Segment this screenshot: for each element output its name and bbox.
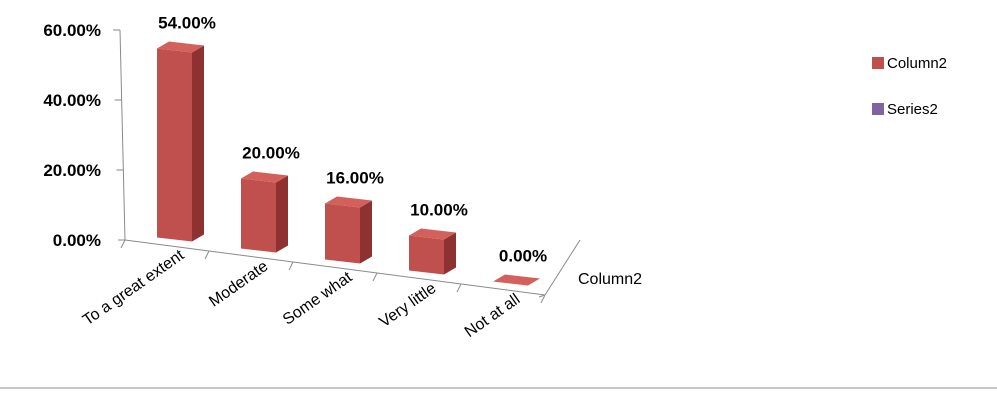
- x-tick-mark: [540, 294, 546, 304]
- x-tick-mark: [288, 261, 294, 271]
- bar-top-face: [157, 41, 204, 53]
- chart-axes: 0.00% 20.00% 40.00% 60.00%: [43, 21, 581, 304]
- x-tick-label: Some what: [280, 269, 356, 329]
- y-tick-label: 40.00%: [43, 91, 101, 110]
- bar-top-face: [493, 274, 540, 286]
- x-tick-mark: [120, 239, 126, 249]
- x-tick-mark: [456, 283, 462, 293]
- bar-0: [157, 41, 204, 242]
- legend-label: Column2: [887, 55, 947, 72]
- chart-bars: [157, 41, 540, 286]
- y-tick-label: 20.00%: [43, 161, 101, 180]
- bar-side-face: [192, 45, 204, 242]
- data-label: 20.00%: [242, 144, 300, 163]
- legend-swatch-series2: [872, 103, 884, 115]
- x-axis-line: [124, 239, 546, 296]
- x-tick-label: Moderate: [206, 258, 271, 311]
- bar-top-face: [409, 228, 456, 240]
- x-tick-label: To a great extent: [80, 247, 188, 330]
- x-tick-mark: [372, 272, 378, 282]
- bar-side-face: [360, 200, 372, 264]
- x-tick-mark: [538, 294, 546, 298]
- chart-legend: Column2 Series2: [872, 55, 947, 118]
- bar-3: [409, 228, 456, 275]
- bar-top-face: [325, 196, 372, 208]
- x-tick-label: Not at all: [462, 291, 523, 341]
- bar-front-face: [409, 235, 444, 275]
- bar-4: [493, 274, 540, 286]
- bar-1: [241, 171, 288, 253]
- y-tick-label: 60.00%: [43, 21, 101, 40]
- depth-axis-label: Column2: [578, 271, 642, 288]
- y-tick-label: 0.00%: [53, 231, 101, 250]
- x-tick-label: Very little: [376, 280, 439, 331]
- bar-top-face: [241, 171, 288, 183]
- x-tick-mark: [204, 250, 210, 260]
- bar-front-face: [157, 48, 192, 242]
- depth-axis-line: [544, 239, 581, 296]
- legend-swatch-column2: [872, 57, 884, 69]
- y-axis-line: [119, 29, 126, 241]
- bar-side-face: [276, 175, 288, 253]
- data-label: 0.00%: [499, 247, 547, 266]
- bar-2: [325, 196, 372, 264]
- data-label: 10.00%: [410, 201, 468, 220]
- bar-front-face: [241, 178, 276, 253]
- bar-side-face: [444, 232, 456, 275]
- data-label: 16.00%: [326, 169, 384, 188]
- data-label: 54.00%: [158, 14, 216, 33]
- legend-label: Series2: [887, 101, 938, 118]
- bar-front-face: [325, 203, 360, 264]
